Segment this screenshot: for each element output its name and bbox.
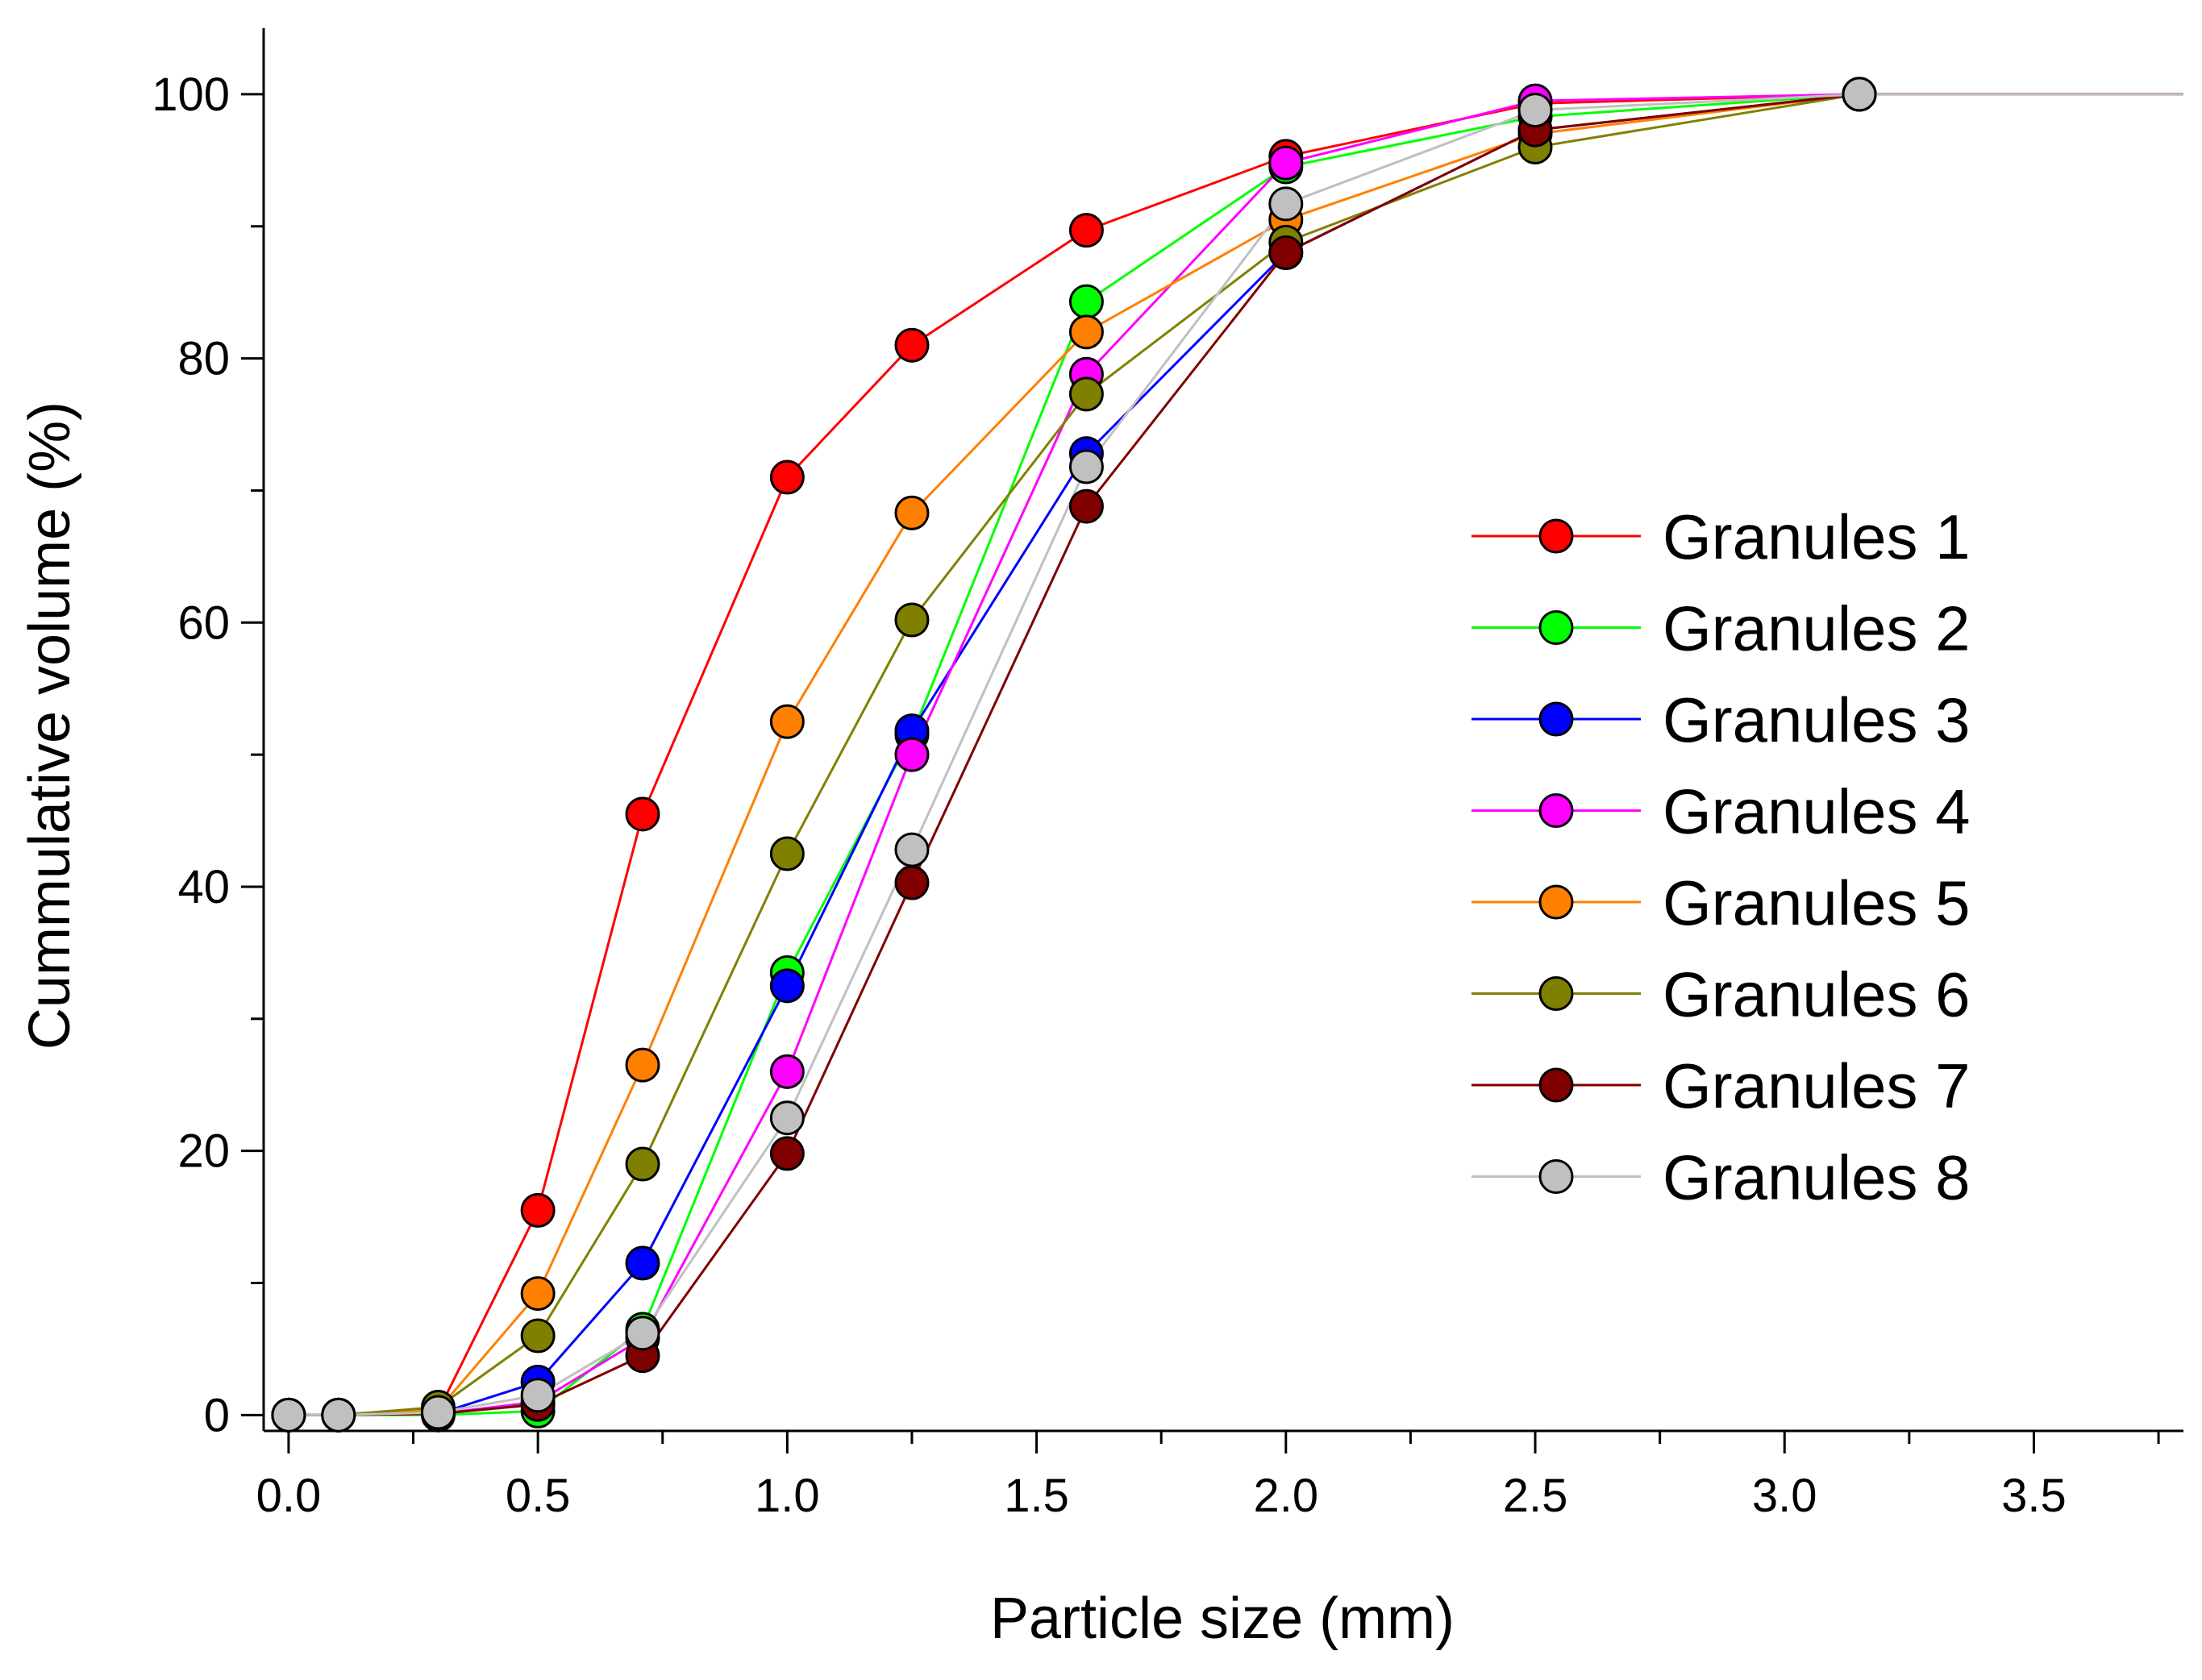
legend-marker-7 <box>1538 1067 1574 1103</box>
series-8-point <box>1517 93 1553 128</box>
series-layer <box>271 77 2183 1433</box>
x-tick-label: 1.5 <box>1004 1470 1069 1522</box>
series-8-point <box>420 1395 456 1430</box>
series-4-point <box>769 1054 805 1089</box>
series-8-point <box>271 1397 306 1433</box>
y-tick-label: 20 <box>177 1125 230 1178</box>
series-5-point <box>1068 314 1104 350</box>
series-8-point <box>321 1397 356 1433</box>
series-8-point <box>1842 77 1877 112</box>
series-1-point <box>1068 213 1104 248</box>
legend-marker-1 <box>1538 518 1574 554</box>
series-8-point <box>1068 449 1104 484</box>
x-ticks: 0.0 0.5 1.0 1.5 2.0 2.5 3.0 3.5 <box>256 1431 2160 1522</box>
legend-label-5: Granules 5 <box>1663 867 1971 938</box>
series-8-point <box>769 1100 805 1136</box>
x-tick-label: 2.0 <box>1253 1470 1318 1522</box>
series-6-point <box>520 1318 556 1354</box>
x-tick-label: 1.0 <box>755 1470 820 1522</box>
series-7-point <box>1068 489 1104 524</box>
axes <box>262 28 2183 1433</box>
y-ticks: 0 20 40 60 80 100 <box>152 69 264 1441</box>
legend-marker-6 <box>1538 976 1574 1011</box>
series-6-point <box>1068 376 1104 412</box>
series-7-point <box>894 865 930 900</box>
series-8-point <box>1268 186 1304 222</box>
series-5-point <box>894 495 930 530</box>
series-1-point <box>769 460 805 495</box>
series-5-point <box>520 1276 556 1312</box>
series-5-point <box>769 704 805 739</box>
legend-marker-2 <box>1538 610 1574 645</box>
series-6-point <box>894 602 930 638</box>
y-axis-title: Cummulative volume (%) <box>18 401 82 1050</box>
legend-label-7: Granules 7 <box>1663 1050 1971 1121</box>
series-6-point <box>625 1146 660 1182</box>
series-3-point <box>769 968 805 1004</box>
legend-marker-4 <box>1538 793 1574 828</box>
series-6-point <box>769 836 805 871</box>
legend-label-6: Granules 6 <box>1663 959 1971 1030</box>
series-4-point <box>894 737 930 772</box>
series-8-point <box>625 1316 660 1351</box>
legend-label-4: Granules 4 <box>1663 776 1971 847</box>
x-tick-label: 3.5 <box>2001 1470 2067 1522</box>
y-tick-label: 60 <box>177 597 230 649</box>
legend-label-1: Granules 1 <box>1663 501 1971 572</box>
series-1-point <box>894 327 930 363</box>
legend-marker-5 <box>1538 884 1574 920</box>
series-3-point <box>625 1245 660 1281</box>
series-8-point <box>894 832 930 867</box>
series-7-point <box>1268 235 1304 271</box>
x-axis-title: Particle size (mm) <box>990 1586 1455 1651</box>
series-8-point <box>520 1378 556 1413</box>
x-tick-label: 0.0 <box>256 1470 322 1522</box>
y-tick-label: 40 <box>177 861 230 913</box>
x-tick-label: 0.5 <box>506 1470 571 1522</box>
legend-marker-3 <box>1538 701 1574 737</box>
series-1-point <box>520 1192 556 1228</box>
series-4-point <box>1268 145 1304 181</box>
series-2-point <box>1068 284 1104 319</box>
series-7-point <box>769 1136 805 1171</box>
legend-label-2: Granules 2 <box>1663 593 1971 664</box>
legend-marker-8 <box>1538 1159 1574 1194</box>
y-tick-label: 0 <box>204 1389 230 1441</box>
legend: Granules 1 Granules 2 Granules 3 Granules 4… <box>1471 501 1971 1213</box>
y-tick-label: 80 <box>177 333 230 385</box>
legend-label-3: Granules 3 <box>1663 684 1971 755</box>
x-tick-label: 3.0 <box>1752 1470 1817 1522</box>
legend-label-8: Granules 8 <box>1663 1142 1971 1213</box>
x-tick-label: 2.5 <box>1503 1470 1568 1522</box>
series-1-point <box>625 796 660 832</box>
series-5-point <box>625 1047 660 1083</box>
y-tick-label: 100 <box>152 69 230 121</box>
